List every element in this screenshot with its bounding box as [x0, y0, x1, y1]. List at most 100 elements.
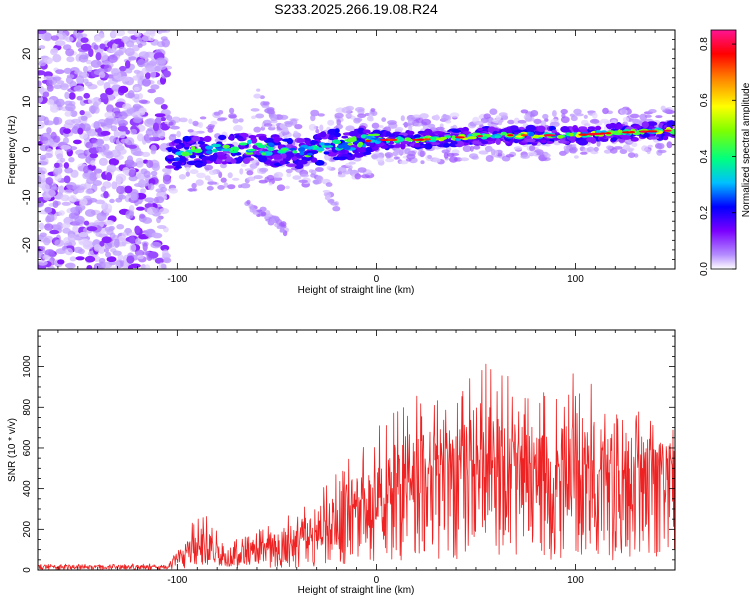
y-tick-label: 200: [22, 521, 33, 538]
spectrogram-cell: [595, 125, 602, 131]
spectrogram-cell: [627, 152, 636, 159]
y-tick-label: 0: [21, 146, 33, 152]
spectrogram-cell: [38, 30, 47, 35]
spectrogram-cell: [38, 175, 42, 184]
spectrogram-cell: [73, 246, 83, 254]
spectrogram-cell: [138, 99, 148, 104]
spectrogram-cell: [432, 157, 441, 163]
spectrogram-cell: [63, 189, 74, 194]
spectrogram-cell: [110, 149, 122, 158]
spectrogram-cell: [463, 131, 471, 135]
spectrogram-cell: [580, 151, 588, 155]
spectrogram-cell: [106, 104, 114, 113]
spectrogram-cell: [495, 115, 502, 121]
spectrogram-cell: [246, 176, 256, 182]
spectrogram-cell: [154, 257, 164, 264]
spectrogram-cell: [189, 169, 199, 175]
spectrogram-cell: [79, 198, 88, 206]
spectrogram-cell: [232, 177, 240, 181]
spectrogram-cell: [87, 98, 95, 105]
spectrogram-cell: [74, 215, 85, 225]
colorbar-tick-label: 0.8: [699, 37, 710, 51]
spectrogram-cell: [488, 123, 497, 128]
spectrogram-cell: [261, 104, 270, 109]
spectrogram-cell: [157, 64, 167, 70]
spectrogram-cell: [207, 181, 218, 185]
spectrogram-cell: [206, 186, 214, 191]
spectrogram-cell: [176, 130, 181, 138]
y-tick-label: 1000: [22, 355, 33, 378]
spectrogram-cell: [285, 168, 293, 174]
spectrogram-cell: [54, 40, 66, 47]
spectrogram-cell: [261, 152, 266, 156]
spectrogram-cell: [93, 244, 102, 252]
spectrogram-cell: [472, 140, 480, 145]
spectrogram-cell: [83, 165, 89, 174]
spectrogram-cell: [370, 108, 376, 112]
spectrogram-cell: [160, 244, 170, 252]
spectrogram-cell: [357, 167, 367, 173]
spectrogram-cell: [238, 118, 244, 123]
spectrogram-cell: [255, 113, 265, 119]
spectrogram-cell: [285, 163, 297, 167]
spectrogram-cell: [44, 152, 53, 159]
spectrogram-cell: [432, 131, 444, 134]
spectrogram-cell: [145, 136, 152, 144]
spectrogram-cell: [348, 161, 356, 165]
spectrogram-cell: [217, 185, 225, 190]
y-tick-label: 400: [22, 480, 33, 497]
spectrogram-cell: [76, 187, 85, 194]
spectrogram-cell: [85, 141, 93, 149]
spectrogram-cell: [145, 65, 155, 72]
spectrogram-cell: [137, 93, 143, 100]
spectrogram-cell: [105, 87, 114, 95]
spectrogram-cell: [132, 103, 142, 110]
spectrogram-cell: [622, 116, 630, 123]
spectrogram-cell: [459, 157, 470, 162]
spectrogram-cell: [646, 121, 658, 127]
x-tick-label: 0: [374, 575, 380, 586]
spectrogram-cell: [413, 134, 421, 139]
spectrogram-cell: [130, 146, 142, 156]
spectrogram-cell: [156, 216, 162, 224]
spectrogram-cell: [338, 156, 348, 160]
spectrogram-cell: [445, 120, 452, 124]
spectrogram-cell: [520, 109, 529, 114]
spectrogram-cell: [498, 112, 508, 117]
spectrogram-marks: [38, 30, 675, 269]
spectrogram-cell: [247, 139, 253, 145]
spectrogram-cell: [528, 132, 535, 137]
spectrogram-cell: [95, 139, 104, 145]
spectrogram-cell: [560, 126, 570, 133]
spectrogram-cell: [58, 210, 65, 216]
spectrogram-cell: [106, 164, 117, 173]
spectrogram-cell: [347, 137, 356, 143]
spectrogram-cell: [115, 173, 127, 183]
spectrogram-cell: [101, 236, 112, 244]
spectrogram-cell: [663, 129, 672, 132]
spectrogram-cell: [286, 172, 292, 178]
spectrogram-cell: [385, 158, 395, 163]
spectrogram-cell: [494, 135, 501, 139]
spectrogram-cell: [73, 85, 85, 92]
spectrogram-cell: [474, 121, 484, 126]
spectrogram-cell: [345, 127, 355, 131]
spectrogram-cell: [630, 118, 641, 123]
spectrogram-cell: [260, 211, 267, 217]
spectrogram-cell: [118, 129, 127, 139]
spectrogram-cell: [505, 154, 515, 158]
spectrogram-cell: [419, 150, 425, 158]
spectrogram-cell: [118, 46, 127, 54]
spectrogram-cell: [362, 129, 371, 134]
spectrogram-cell: [520, 154, 530, 159]
spectrogram-cell: [96, 212, 107, 222]
spectrogram-cell: [204, 164, 214, 171]
spectrogram-cell: [135, 238, 141, 245]
spectrogram-cell: [199, 116, 207, 120]
spectrogram-cell: [589, 118, 600, 124]
spectrogram-cell: [61, 222, 71, 229]
spectrogram-cell: [126, 155, 134, 163]
spectrogram-cell: [569, 146, 578, 153]
spectrogram-cell: [86, 226, 98, 232]
